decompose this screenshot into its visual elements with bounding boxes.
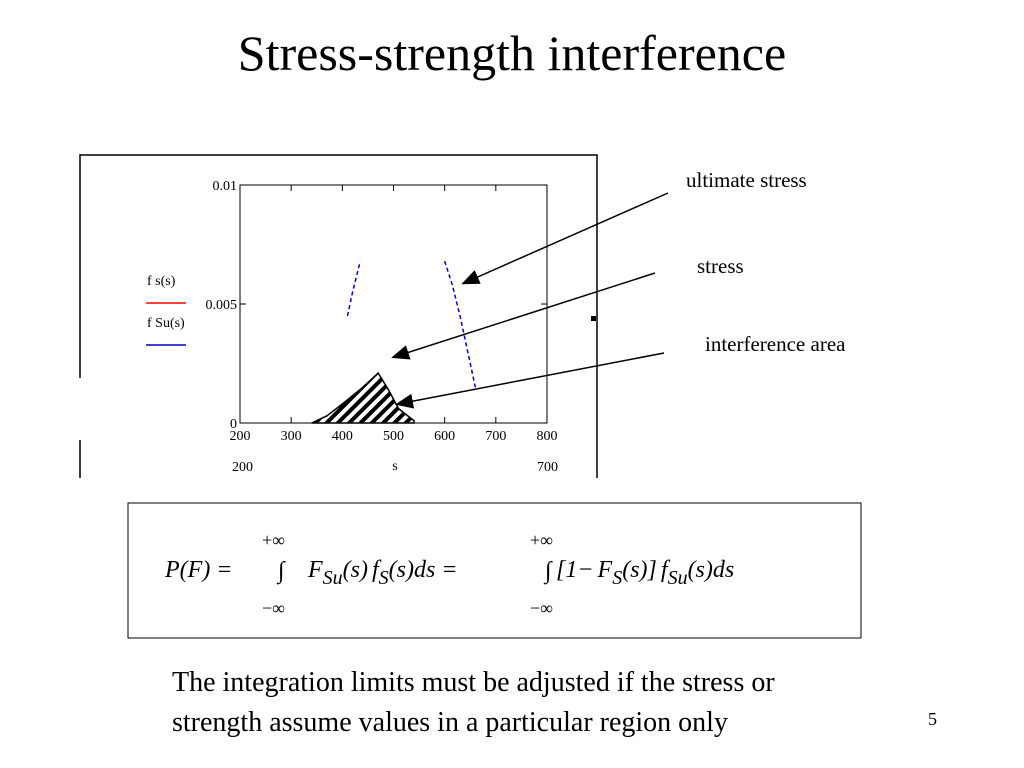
sym: (s)] xyxy=(622,557,657,583)
y-tick-label: 0.01 xyxy=(213,179,238,194)
y-tick-label: 0.005 xyxy=(206,298,238,313)
line xyxy=(346,260,361,317)
x-axis-label: s xyxy=(392,459,397,474)
x-tick-label: 700 xyxy=(485,429,506,444)
y-tick-label: 0 xyxy=(230,417,237,432)
x-tick-label: 300 xyxy=(281,429,302,444)
sub: S xyxy=(379,567,389,589)
chart-frame xyxy=(79,154,598,478)
x-tick-label: 200 xyxy=(230,429,251,444)
sym: F xyxy=(307,557,323,583)
body-text: strength assume values in a particular r… xyxy=(172,707,728,738)
sym: (s)ds = xyxy=(389,557,458,583)
legend-label: f s(s) xyxy=(147,274,176,289)
x-tick-label: 500 xyxy=(383,429,404,444)
limit: −∞ xyxy=(530,598,553,618)
sym: f xyxy=(661,557,671,583)
sym: (s) xyxy=(343,557,368,583)
sym: (s)ds xyxy=(688,557,735,583)
arrow xyxy=(391,272,656,360)
formula-lhs: P(F) = xyxy=(164,557,233,583)
sym: [1− xyxy=(556,557,594,583)
handle xyxy=(591,316,596,321)
arrow xyxy=(461,192,669,285)
page-number: 5 xyxy=(928,709,937,729)
annotation: interference area xyxy=(705,332,846,356)
limit: +∞ xyxy=(530,530,553,550)
x-tick-label: 800 xyxy=(537,429,558,444)
body-text: The integration limits must be adjusted … xyxy=(172,667,775,698)
formula-box xyxy=(127,502,862,639)
sub: Su xyxy=(323,567,343,589)
annotation: stress xyxy=(697,254,744,278)
x-tick-label: 400 xyxy=(332,429,353,444)
integral: ∫ xyxy=(276,558,286,585)
x-tick-label: 600 xyxy=(434,429,455,444)
legend-label: f Su(s) xyxy=(147,316,185,331)
sub: S xyxy=(612,567,622,589)
title: Stress-strength interference xyxy=(238,25,786,81)
plot-area xyxy=(239,184,548,424)
sym: F xyxy=(597,557,613,583)
annotation: ultimate stress xyxy=(686,168,807,192)
x-range-label: 700 xyxy=(537,460,558,475)
area xyxy=(311,371,415,424)
arrow xyxy=(395,352,665,409)
limit: +∞ xyxy=(262,530,285,550)
formula-term: FSu(s) fS(s)ds = xyxy=(307,557,458,589)
x-range-label: 200 xyxy=(232,460,253,475)
formula-term: [1− FS(s)] fSu(s)ds xyxy=(556,557,734,589)
limit: −∞ xyxy=(262,598,285,618)
integral: ∫ xyxy=(543,558,553,585)
line xyxy=(443,260,477,388)
sym: f xyxy=(372,557,382,583)
sub: Su xyxy=(668,567,688,589)
